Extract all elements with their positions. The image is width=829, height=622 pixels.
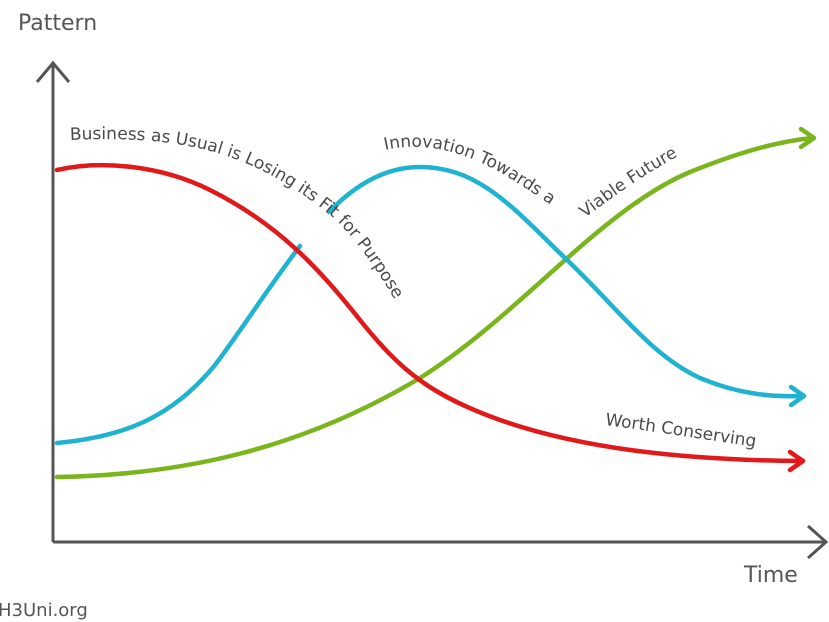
green-arrow-icon <box>798 126 817 150</box>
red-curve-group <box>54 162 806 473</box>
y-axis-arrow-icon <box>35 60 71 83</box>
y-axis-label: Pattern <box>18 11 97 36</box>
red-curve <box>54 162 803 464</box>
blue-curve-label: Innovation Towards a <box>382 132 559 209</box>
green-curve <box>54 135 815 480</box>
green-curve-group <box>54 126 817 480</box>
blue-curve-upper <box>326 164 805 399</box>
red-curve-label: Business as Usual is Losing its Fit for … <box>70 124 408 302</box>
axes <box>35 60 829 560</box>
red-arrow-icon <box>787 449 806 473</box>
blue-arrow-icon <box>788 384 807 408</box>
x-axis-label: Time <box>743 563 798 588</box>
x-axis-arrow-icon <box>807 524 829 560</box>
footer-credit: H3Uni.org <box>0 600 88 621</box>
blue-curve-lower <box>54 243 303 446</box>
red-curve-end-label: Worth Conserving <box>604 410 757 452</box>
blue-curve-group <box>54 164 807 446</box>
